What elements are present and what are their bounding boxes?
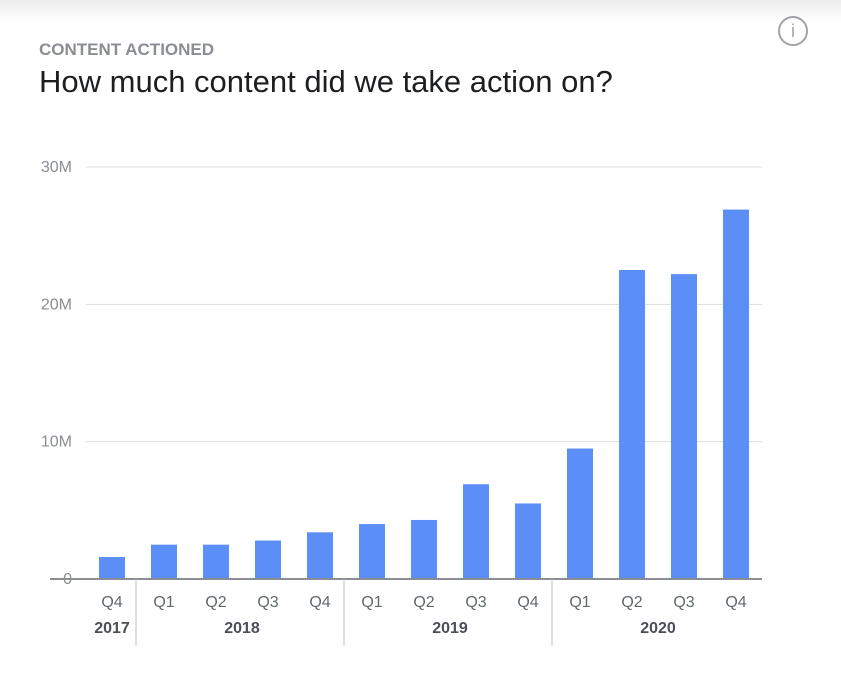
bar-q3-2019 — [463, 484, 489, 579]
bar-q1-2019 — [359, 524, 385, 579]
bar-q2-2020 — [619, 270, 645, 579]
x-quarter-label: Q3 — [465, 594, 486, 611]
bar-q3-2018 — [255, 540, 281, 579]
x-year-label: 2019 — [432, 620, 468, 637]
bar-q3-2020 — [671, 274, 697, 579]
bar-q2-2019 — [411, 519, 437, 579]
x-quarter-label: Q3 — [257, 594, 278, 611]
top-shadow — [0, 0, 841, 22]
x-quarter-label: Q4 — [101, 594, 122, 611]
bar-q2-2018 — [203, 544, 229, 579]
x-quarter-label: Q4 — [309, 594, 330, 611]
x-quarter-label: Q4 — [517, 594, 538, 611]
bar-q4-2017 — [99, 557, 125, 579]
x-quarter-label: Q2 — [205, 594, 226, 611]
y-tick-label: 20M — [41, 296, 72, 313]
x-year-label: 2018 — [224, 620, 260, 637]
x-quarter-label: Q2 — [413, 594, 434, 611]
bar-q4-2018 — [307, 532, 333, 579]
x-year-label: 2020 — [640, 620, 676, 637]
bar-q1-2018 — [151, 544, 177, 579]
info-icon[interactable]: i — [778, 16, 808, 46]
bar-q4-2019 — [515, 503, 541, 579]
y-tick-label: 10M — [41, 434, 72, 451]
x-quarter-label: Q1 — [361, 594, 382, 611]
x-quarter-label: Q2 — [621, 594, 642, 611]
x-quarter-label: Q3 — [673, 594, 694, 611]
y-tick-label: 30M — [41, 159, 72, 176]
x-quarter-label: Q1 — [153, 594, 174, 611]
bar-q4-2020 — [723, 209, 749, 579]
x-quarter-label: Q4 — [725, 594, 746, 611]
x-quarter-label: Q1 — [569, 594, 590, 611]
bar-q1-2020 — [567, 448, 593, 579]
section-eyebrow: CONTENT ACTIONED — [39, 40, 215, 59]
chart-title: How much content did we take action on? — [39, 64, 613, 99]
x-year-label: 2017 — [94, 620, 130, 637]
